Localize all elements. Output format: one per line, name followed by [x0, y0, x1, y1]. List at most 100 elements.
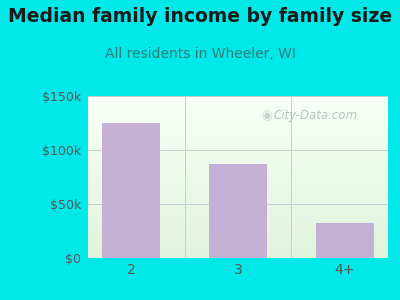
- Bar: [88, 235, 388, 237]
- Bar: [88, 141, 388, 143]
- Bar: [88, 154, 388, 156]
- Bar: [88, 167, 388, 169]
- Bar: [88, 248, 388, 250]
- Bar: [88, 216, 388, 218]
- Bar: [88, 130, 388, 132]
- Bar: [88, 178, 388, 180]
- Bar: [102, 123, 160, 258]
- Bar: [88, 245, 388, 247]
- Bar: [88, 213, 388, 214]
- Bar: [88, 135, 388, 136]
- Bar: [88, 209, 388, 211]
- Bar: [88, 185, 388, 187]
- Bar: [88, 98, 388, 99]
- Bar: [88, 124, 388, 125]
- Bar: [88, 103, 388, 104]
- Bar: [88, 140, 388, 141]
- Bar: [88, 128, 388, 130]
- Bar: [88, 169, 388, 170]
- Bar: [88, 230, 388, 232]
- Bar: [88, 138, 388, 140]
- Bar: [88, 190, 388, 192]
- Bar: [88, 106, 388, 107]
- Bar: [88, 99, 388, 101]
- Bar: [88, 229, 388, 230]
- Text: City-Data.com: City-Data.com: [274, 109, 358, 122]
- Bar: [88, 125, 388, 127]
- Bar: [88, 162, 388, 164]
- Bar: [88, 203, 388, 205]
- Bar: [88, 192, 388, 193]
- Bar: [88, 170, 388, 172]
- Bar: [88, 122, 388, 124]
- Bar: [88, 112, 388, 114]
- Bar: [88, 119, 388, 120]
- Bar: [88, 255, 388, 256]
- Bar: [88, 219, 388, 221]
- Bar: [88, 164, 388, 166]
- Bar: [88, 180, 388, 182]
- Bar: [88, 107, 388, 109]
- Bar: [88, 104, 388, 106]
- Bar: [88, 208, 388, 209]
- Text: ◉: ◉: [261, 109, 272, 122]
- Bar: [88, 156, 388, 158]
- Bar: [88, 143, 388, 145]
- Bar: [88, 151, 388, 153]
- Bar: [88, 237, 388, 238]
- Bar: [88, 158, 388, 159]
- Bar: [88, 174, 388, 176]
- Bar: [88, 96, 388, 98]
- Bar: [88, 109, 388, 111]
- Bar: [88, 251, 388, 253]
- Bar: [88, 161, 388, 162]
- Bar: [88, 200, 388, 201]
- Bar: [88, 206, 388, 208]
- Bar: [88, 247, 388, 248]
- Bar: [88, 196, 388, 198]
- Bar: [88, 224, 388, 226]
- Bar: [88, 211, 388, 213]
- Bar: [88, 242, 388, 243]
- Bar: [208, 164, 268, 258]
- Bar: [88, 176, 388, 177]
- Bar: [88, 214, 388, 216]
- Bar: [316, 224, 374, 258]
- Bar: [88, 148, 388, 149]
- Bar: [88, 146, 388, 148]
- Bar: [88, 226, 388, 227]
- Bar: [88, 222, 388, 224]
- Bar: [88, 114, 388, 116]
- Bar: [88, 256, 388, 258]
- Bar: [88, 250, 388, 251]
- Bar: [88, 193, 388, 195]
- Bar: [88, 184, 388, 185]
- Bar: [88, 218, 388, 219]
- Bar: [88, 188, 388, 190]
- Bar: [88, 127, 388, 128]
- Bar: [88, 159, 388, 161]
- Bar: [88, 153, 388, 154]
- Bar: [88, 232, 388, 234]
- Bar: [88, 116, 388, 117]
- Bar: [88, 240, 388, 242]
- Bar: [88, 149, 388, 151]
- Bar: [88, 187, 388, 188]
- Bar: [88, 172, 388, 174]
- Bar: [88, 132, 388, 133]
- Bar: [88, 195, 388, 197]
- Text: All residents in Wheeler, WI: All residents in Wheeler, WI: [104, 46, 296, 61]
- Bar: [88, 133, 388, 135]
- Bar: [88, 136, 388, 138]
- Text: Median family income by family size: Median family income by family size: [8, 8, 392, 26]
- Bar: [88, 221, 388, 222]
- Bar: [88, 234, 388, 235]
- Bar: [88, 145, 388, 146]
- Bar: [88, 111, 388, 112]
- Bar: [88, 253, 388, 255]
- Bar: [88, 238, 388, 240]
- Bar: [88, 117, 388, 119]
- Bar: [88, 227, 388, 229]
- Bar: [88, 201, 388, 203]
- Bar: [88, 205, 388, 206]
